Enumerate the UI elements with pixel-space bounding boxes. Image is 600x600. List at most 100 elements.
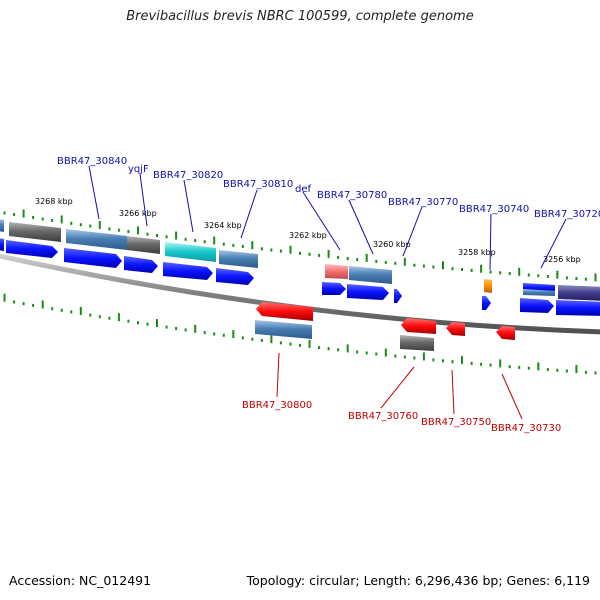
gene-label-bbr47-30770: BBR47_30770 <box>388 197 458 208</box>
minor-tick <box>137 321 139 325</box>
gene-arrow-forward <box>64 248 122 268</box>
minor-tick <box>470 268 473 272</box>
gene-label-bbr47-30730: BBR47_30730 <box>491 423 561 434</box>
gene-label-def: def <box>295 184 312 195</box>
minor-tick <box>127 230 130 233</box>
minor-tick <box>279 249 282 253</box>
minor-tick <box>70 310 73 314</box>
feature-orange <box>484 279 492 293</box>
minor-tick <box>375 259 378 263</box>
gene-arrow-forward <box>124 256 158 273</box>
minor-tick <box>222 333 225 337</box>
minor-tick <box>508 272 511 275</box>
minor-tick <box>594 371 597 375</box>
minor-tick <box>70 221 73 225</box>
minor-tick <box>165 235 168 239</box>
feature-track-upper <box>0 219 600 301</box>
reverse-gene-labels: BBR47_30800 BBR47_30760 BBR47_30750 BBR4… <box>242 400 561 434</box>
minor-tick <box>127 319 130 323</box>
minor-tick <box>432 358 435 362</box>
minor-tick <box>546 368 549 372</box>
minor-tick <box>489 270 492 274</box>
minor-tick <box>260 338 263 342</box>
minor-tick <box>194 239 197 242</box>
major-tick <box>3 293 6 302</box>
minor-tick <box>299 343 301 347</box>
reverse-strand-genes <box>255 302 515 351</box>
minor-tick <box>413 263 416 267</box>
gene-label-bbr47-30800: BBR47_30800 <box>242 400 312 411</box>
gene-label-bbr47-30760: BBR47_30760 <box>348 411 418 422</box>
major-tick <box>461 356 463 365</box>
gene-label-bbr47-30740: BBR47_30740 <box>459 204 529 215</box>
minor-tick <box>108 227 111 231</box>
minor-tick <box>499 271 502 275</box>
major-tick <box>327 249 330 258</box>
minor-tick <box>299 251 301 255</box>
minor-tick <box>527 273 530 277</box>
tick-label-3268: 3268 kbp <box>35 197 73 206</box>
minor-tick <box>461 268 463 271</box>
minor-tick <box>365 351 368 355</box>
minor-tick <box>13 213 16 216</box>
minor-tick <box>32 216 35 219</box>
gene-label-bbr47-30840: BBR47_30840 <box>57 156 127 167</box>
minor-tick <box>41 217 44 221</box>
minor-tick <box>565 276 568 280</box>
minor-tick <box>413 356 416 360</box>
minor-tick <box>184 237 187 241</box>
major-tick <box>270 335 273 344</box>
feature-cyan <box>165 242 216 262</box>
major-tick <box>346 344 349 353</box>
minor-tick <box>175 327 178 330</box>
minor-tick <box>146 232 149 236</box>
tick-label-3258: 3258 kbp <box>458 248 496 257</box>
major-tick <box>98 221 101 229</box>
major-tick <box>594 273 597 282</box>
minor-tick <box>403 355 406 359</box>
major-tick <box>480 264 483 273</box>
gene-arrow-forward <box>347 284 389 300</box>
major-tick <box>537 362 540 371</box>
minor-tick <box>451 360 454 364</box>
feature-steel <box>66 229 127 250</box>
gene-arrow-forward <box>0 238 4 251</box>
minor-tick <box>165 325 168 329</box>
minor-tick <box>556 368 559 372</box>
minor-tick <box>117 228 120 232</box>
minor-tick <box>22 302 25 306</box>
tick-label-3256: 3256 kbp <box>543 255 581 264</box>
minor-tick <box>32 303 35 307</box>
gene-label-bbr47-30780: BBR47_30780 <box>317 190 387 201</box>
minor-tick <box>251 337 254 341</box>
minor-tick <box>565 369 568 373</box>
page-title: Brevibacillus brevis NBRC 100599, comple… <box>126 9 474 24</box>
gene-arrow-forward <box>394 289 402 303</box>
gene-arrow-forward <box>520 298 554 313</box>
gene-arrow-forward <box>556 300 600 316</box>
major-tick <box>403 257 406 266</box>
minor-tick <box>422 264 425 268</box>
major-tick <box>289 245 292 254</box>
minor-tick <box>289 342 292 346</box>
major-tick <box>194 324 197 333</box>
tick-label-3264: 3264 kbp <box>204 221 242 230</box>
feature-navy <box>558 285 600 301</box>
minor-tick <box>51 218 54 222</box>
minor-tick <box>89 224 92 228</box>
minor-tick <box>337 348 340 352</box>
major-tick <box>251 241 254 250</box>
minor-tick <box>51 307 54 311</box>
major-tick <box>499 359 502 368</box>
gene-arrow-reverse <box>256 302 313 321</box>
minor-tick <box>203 240 206 244</box>
minor-tick <box>575 277 578 281</box>
forward-gene-labels: BBR47_30840 yqjF BBR47_30820 BBR47_30810… <box>57 156 600 220</box>
minor-tick <box>546 275 549 278</box>
major-tick <box>556 270 559 279</box>
major-tick <box>365 253 368 262</box>
major-tick <box>213 236 216 245</box>
feature-pink <box>325 264 348 279</box>
minor-tick <box>394 354 397 358</box>
